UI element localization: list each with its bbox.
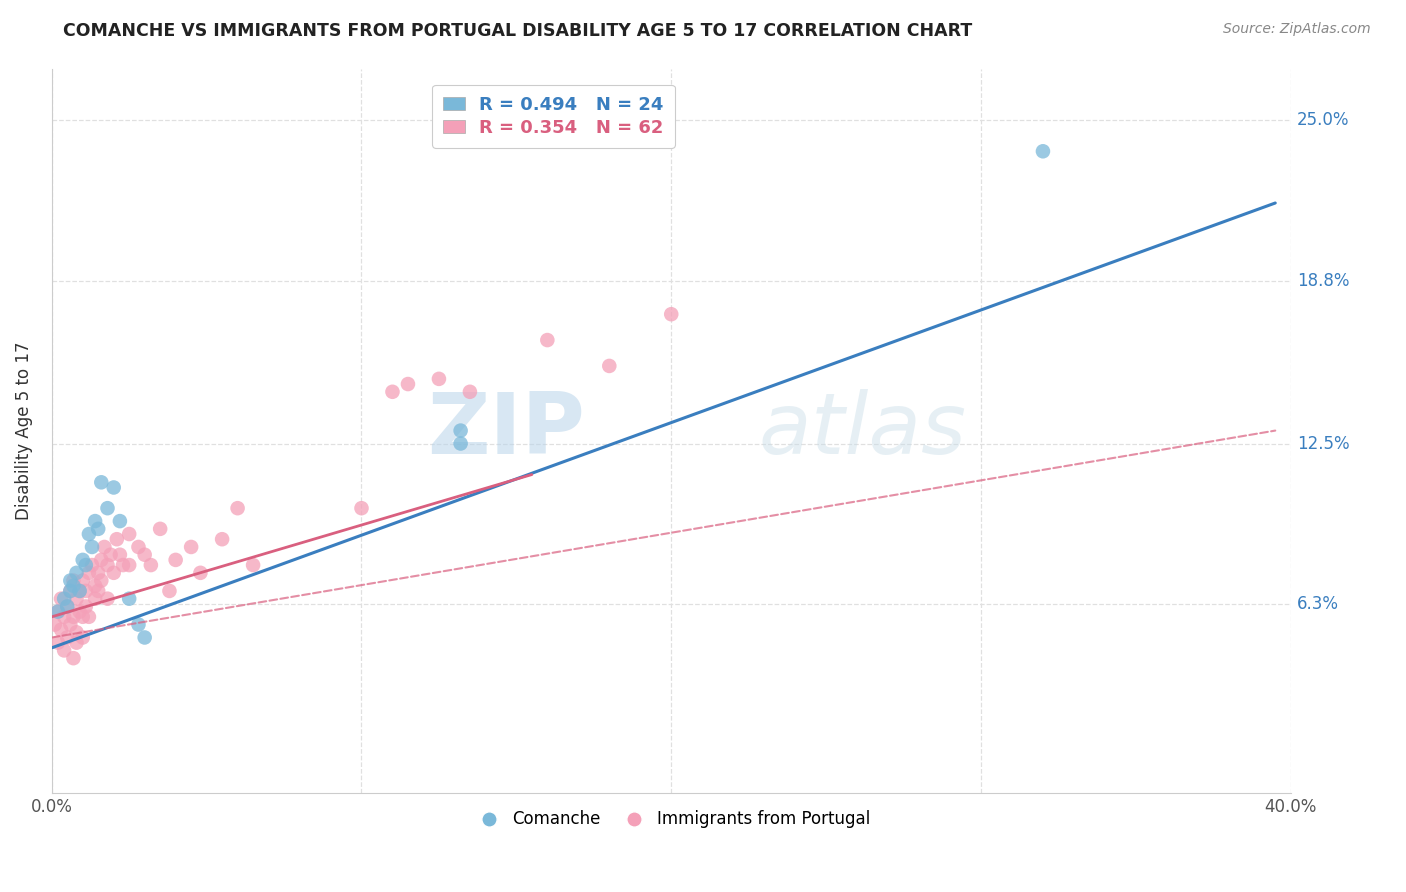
Point bbox=[127, 540, 149, 554]
Legend: Comanche, Immigrants from Portugal: Comanche, Immigrants from Portugal bbox=[465, 804, 877, 835]
Point bbox=[96, 558, 118, 572]
Point bbox=[103, 566, 125, 580]
Point bbox=[139, 558, 162, 572]
Text: 6.3%: 6.3% bbox=[1296, 595, 1339, 613]
Text: COMANCHE VS IMMIGRANTS FROM PORTUGAL DISABILITY AGE 5 TO 17 CORRELATION CHART: COMANCHE VS IMMIGRANTS FROM PORTUGAL DIS… bbox=[63, 22, 973, 40]
Point bbox=[69, 583, 91, 598]
Point bbox=[77, 609, 100, 624]
Point bbox=[381, 384, 404, 399]
Point bbox=[69, 583, 91, 598]
Point bbox=[118, 558, 141, 572]
Point bbox=[59, 574, 82, 588]
Point bbox=[134, 548, 156, 562]
Point bbox=[59, 583, 82, 598]
Point bbox=[1032, 145, 1054, 159]
Point bbox=[536, 333, 558, 347]
Point bbox=[46, 605, 69, 619]
Point bbox=[84, 514, 107, 528]
Point bbox=[59, 583, 82, 598]
Point bbox=[90, 475, 112, 490]
Point bbox=[77, 527, 100, 541]
Point bbox=[149, 522, 172, 536]
Text: Source: ZipAtlas.com: Source: ZipAtlas.com bbox=[1223, 22, 1371, 37]
Point bbox=[458, 384, 481, 399]
Point bbox=[242, 558, 264, 572]
Point bbox=[190, 566, 212, 580]
Point bbox=[65, 635, 87, 649]
Point bbox=[59, 617, 82, 632]
Point bbox=[72, 574, 94, 588]
Point bbox=[65, 625, 87, 640]
Point bbox=[134, 631, 156, 645]
Point bbox=[75, 583, 97, 598]
Point bbox=[62, 609, 84, 624]
Text: atlas: atlas bbox=[758, 389, 966, 472]
Point bbox=[65, 566, 87, 580]
Point bbox=[46, 635, 69, 649]
Point bbox=[62, 574, 84, 588]
Point bbox=[96, 591, 118, 606]
Text: 25.0%: 25.0% bbox=[1296, 112, 1350, 129]
Point bbox=[111, 558, 134, 572]
Point bbox=[87, 566, 110, 580]
Point bbox=[49, 591, 72, 606]
Point bbox=[211, 532, 233, 546]
Point bbox=[450, 436, 472, 450]
Point bbox=[118, 591, 141, 606]
Point bbox=[72, 631, 94, 645]
Text: ZIP: ZIP bbox=[427, 389, 585, 472]
Point bbox=[127, 617, 149, 632]
Point bbox=[84, 579, 107, 593]
Point bbox=[93, 540, 115, 554]
Point bbox=[118, 527, 141, 541]
Point bbox=[103, 481, 125, 495]
Point bbox=[90, 574, 112, 588]
Point bbox=[598, 359, 620, 373]
Point bbox=[90, 553, 112, 567]
Point bbox=[77, 566, 100, 580]
Point bbox=[56, 631, 79, 645]
Point bbox=[180, 540, 202, 554]
Y-axis label: Disability Age 5 to 17: Disability Age 5 to 17 bbox=[15, 342, 32, 520]
Point bbox=[49, 623, 72, 637]
Point bbox=[80, 540, 103, 554]
Point bbox=[105, 532, 128, 546]
Point bbox=[53, 591, 76, 606]
Point bbox=[72, 609, 94, 624]
Point bbox=[87, 583, 110, 598]
Point bbox=[396, 377, 419, 392]
Point bbox=[69, 605, 91, 619]
Point bbox=[53, 643, 76, 657]
Text: 18.8%: 18.8% bbox=[1296, 271, 1350, 290]
Point bbox=[65, 591, 87, 606]
Point bbox=[427, 372, 450, 386]
Point bbox=[56, 599, 79, 614]
Point bbox=[165, 553, 187, 567]
Point bbox=[450, 424, 472, 438]
Point bbox=[72, 553, 94, 567]
Point bbox=[108, 514, 131, 528]
Point bbox=[159, 583, 181, 598]
Point bbox=[80, 558, 103, 572]
Point bbox=[350, 501, 373, 516]
Point bbox=[62, 579, 84, 593]
Point bbox=[75, 599, 97, 614]
Point bbox=[46, 605, 69, 619]
Point bbox=[62, 651, 84, 665]
Point bbox=[53, 609, 76, 624]
Point bbox=[56, 599, 79, 614]
Point bbox=[659, 307, 682, 321]
Point bbox=[108, 548, 131, 562]
Point bbox=[96, 501, 118, 516]
Point bbox=[226, 501, 249, 516]
Point bbox=[75, 558, 97, 572]
Point bbox=[87, 522, 110, 536]
Point bbox=[100, 548, 122, 562]
Text: 12.5%: 12.5% bbox=[1296, 434, 1350, 452]
Point bbox=[44, 617, 66, 632]
Point bbox=[84, 591, 107, 606]
